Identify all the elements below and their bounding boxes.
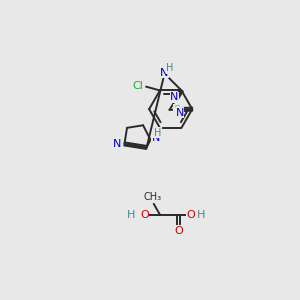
Text: O: O bbox=[140, 210, 148, 220]
Text: H: H bbox=[127, 210, 135, 220]
Text: S: S bbox=[173, 105, 181, 115]
Text: O: O bbox=[186, 210, 195, 220]
Text: N: N bbox=[160, 68, 168, 78]
Text: H: H bbox=[154, 128, 161, 138]
Text: H: H bbox=[197, 210, 205, 220]
Text: N: N bbox=[113, 139, 122, 149]
Text: N: N bbox=[152, 133, 160, 143]
Text: O: O bbox=[174, 226, 183, 236]
Text: N: N bbox=[170, 92, 179, 103]
Text: N: N bbox=[176, 108, 184, 118]
Text: Cl: Cl bbox=[132, 81, 143, 91]
Text: CH₃: CH₃ bbox=[143, 192, 161, 202]
Text: H: H bbox=[166, 63, 174, 73]
